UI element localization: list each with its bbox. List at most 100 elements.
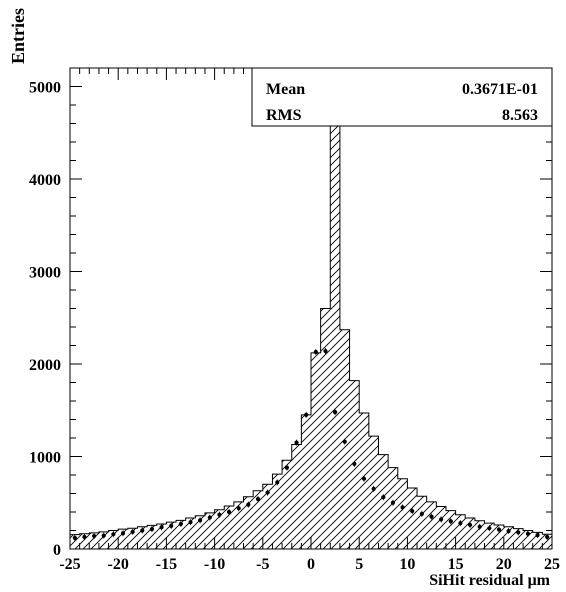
data-points — [72, 348, 550, 541]
histogram-bar — [320, 308, 331, 549]
histogram-bar — [407, 487, 418, 549]
histogram-bar — [513, 528, 524, 549]
histogram-bar — [523, 530, 533, 549]
data-point — [226, 509, 232, 515]
histogram-bar — [89, 532, 99, 549]
x-tick-label: 20 — [496, 556, 512, 573]
data-point — [149, 526, 155, 533]
data-point — [130, 528, 135, 535]
x-tick-label: -15 — [156, 556, 177, 573]
data-point — [198, 517, 203, 524]
data-point — [352, 460, 357, 467]
data-point — [419, 510, 424, 517]
data-point — [535, 532, 540, 539]
data-point — [410, 508, 415, 515]
data-point — [525, 530, 531, 537]
histogram-bar — [397, 478, 408, 549]
data-point — [82, 533, 87, 540]
data-point — [381, 494, 386, 501]
axis-tick-labels: -25 -20 -15 -10 -5 0 5 10 15 20 25 0 1000 2000 3000 400… — [29, 80, 560, 574]
data-point — [496, 526, 502, 533]
data-point — [429, 513, 434, 520]
data-point — [246, 501, 251, 508]
data-point — [159, 524, 164, 531]
histogram-bar — [291, 444, 302, 549]
histogram-bar — [368, 436, 379, 549]
stats-label: Mean — [266, 81, 305, 98]
histogram-bar — [388, 467, 398, 549]
histogram-bar — [118, 529, 128, 549]
histogram-bar — [301, 414, 311, 549]
data-point — [458, 520, 463, 527]
histogram-bar — [195, 515, 205, 549]
data-point — [323, 348, 328, 355]
data-point — [101, 532, 106, 539]
histogram-bar — [503, 526, 514, 549]
stats-box: Mean 0.3671E-01 RMS 8.563 — [251, 67, 553, 127]
data-point — [178, 521, 183, 528]
histogram-bar — [224, 505, 234, 549]
data-point — [477, 523, 482, 530]
histogram-bar — [272, 474, 283, 549]
data-point — [92, 533, 97, 540]
histogram-bar — [282, 460, 292, 549]
data-point — [304, 411, 309, 418]
data-point — [313, 348, 318, 355]
histogram-bar — [330, 116, 340, 549]
data-point — [169, 522, 174, 529]
x-tick-label: 10 — [399, 556, 415, 573]
data-point — [236, 505, 241, 512]
y-tick-label: 3000 — [29, 265, 61, 282]
y-tick-label: 0 — [53, 542, 61, 559]
data-point — [506, 527, 511, 534]
histogram-bars — [70, 116, 552, 549]
y-axis-label: Entries — [8, 8, 28, 64]
histogram-bar — [253, 490, 263, 549]
histogram-bar — [455, 514, 466, 549]
data-point — [140, 527, 145, 534]
data-point — [72, 534, 77, 541]
histogram-bar — [378, 454, 389, 549]
x-tick-label: -5 — [256, 556, 269, 573]
histogram-bar — [494, 524, 504, 549]
data-point — [342, 438, 347, 445]
data-point — [120, 530, 126, 537]
histogram-bar — [311, 352, 321, 549]
histogram-bar — [542, 534, 552, 549]
histogram-bar — [127, 528, 138, 549]
data-point — [217, 511, 222, 518]
histogram-bar — [484, 523, 495, 549]
y-tick-label: 1000 — [29, 450, 61, 467]
data-point — [207, 514, 212, 521]
histogram-bar — [465, 518, 475, 549]
histogram-bar — [436, 506, 446, 549]
histogram-bar — [166, 522, 177, 549]
histogram-bar — [147, 525, 157, 549]
stats-value: 8.563 — [502, 107, 538, 124]
histogram-bar — [233, 501, 244, 549]
histogram-bar — [214, 509, 225, 549]
histogram-bar — [176, 520, 186, 549]
data-point — [439, 516, 444, 523]
x-axis-label: SiHit residual μm — [429, 572, 550, 589]
stats-label: RMS — [266, 107, 302, 124]
data-point — [333, 409, 338, 416]
data-point — [545, 533, 550, 540]
data-point — [255, 496, 261, 503]
histogram-bar — [204, 512, 215, 549]
histogram-outline — [69, 115, 553, 549]
data-point — [390, 499, 396, 506]
x-tick-label: -25 — [59, 556, 80, 573]
data-point — [400, 504, 405, 511]
histogram-bar — [474, 520, 485, 549]
x-tick-label: -10 — [204, 556, 225, 573]
histogram-bar — [262, 484, 273, 549]
y-tick-label: 5000 — [29, 80, 61, 97]
x-tick-label: 0 — [307, 556, 315, 573]
histogram-bar — [426, 501, 437, 549]
x-tick-label: -20 — [108, 556, 129, 573]
histogram-bar — [98, 531, 109, 549]
data-point — [487, 525, 492, 532]
histogram-bar — [70, 534, 80, 549]
